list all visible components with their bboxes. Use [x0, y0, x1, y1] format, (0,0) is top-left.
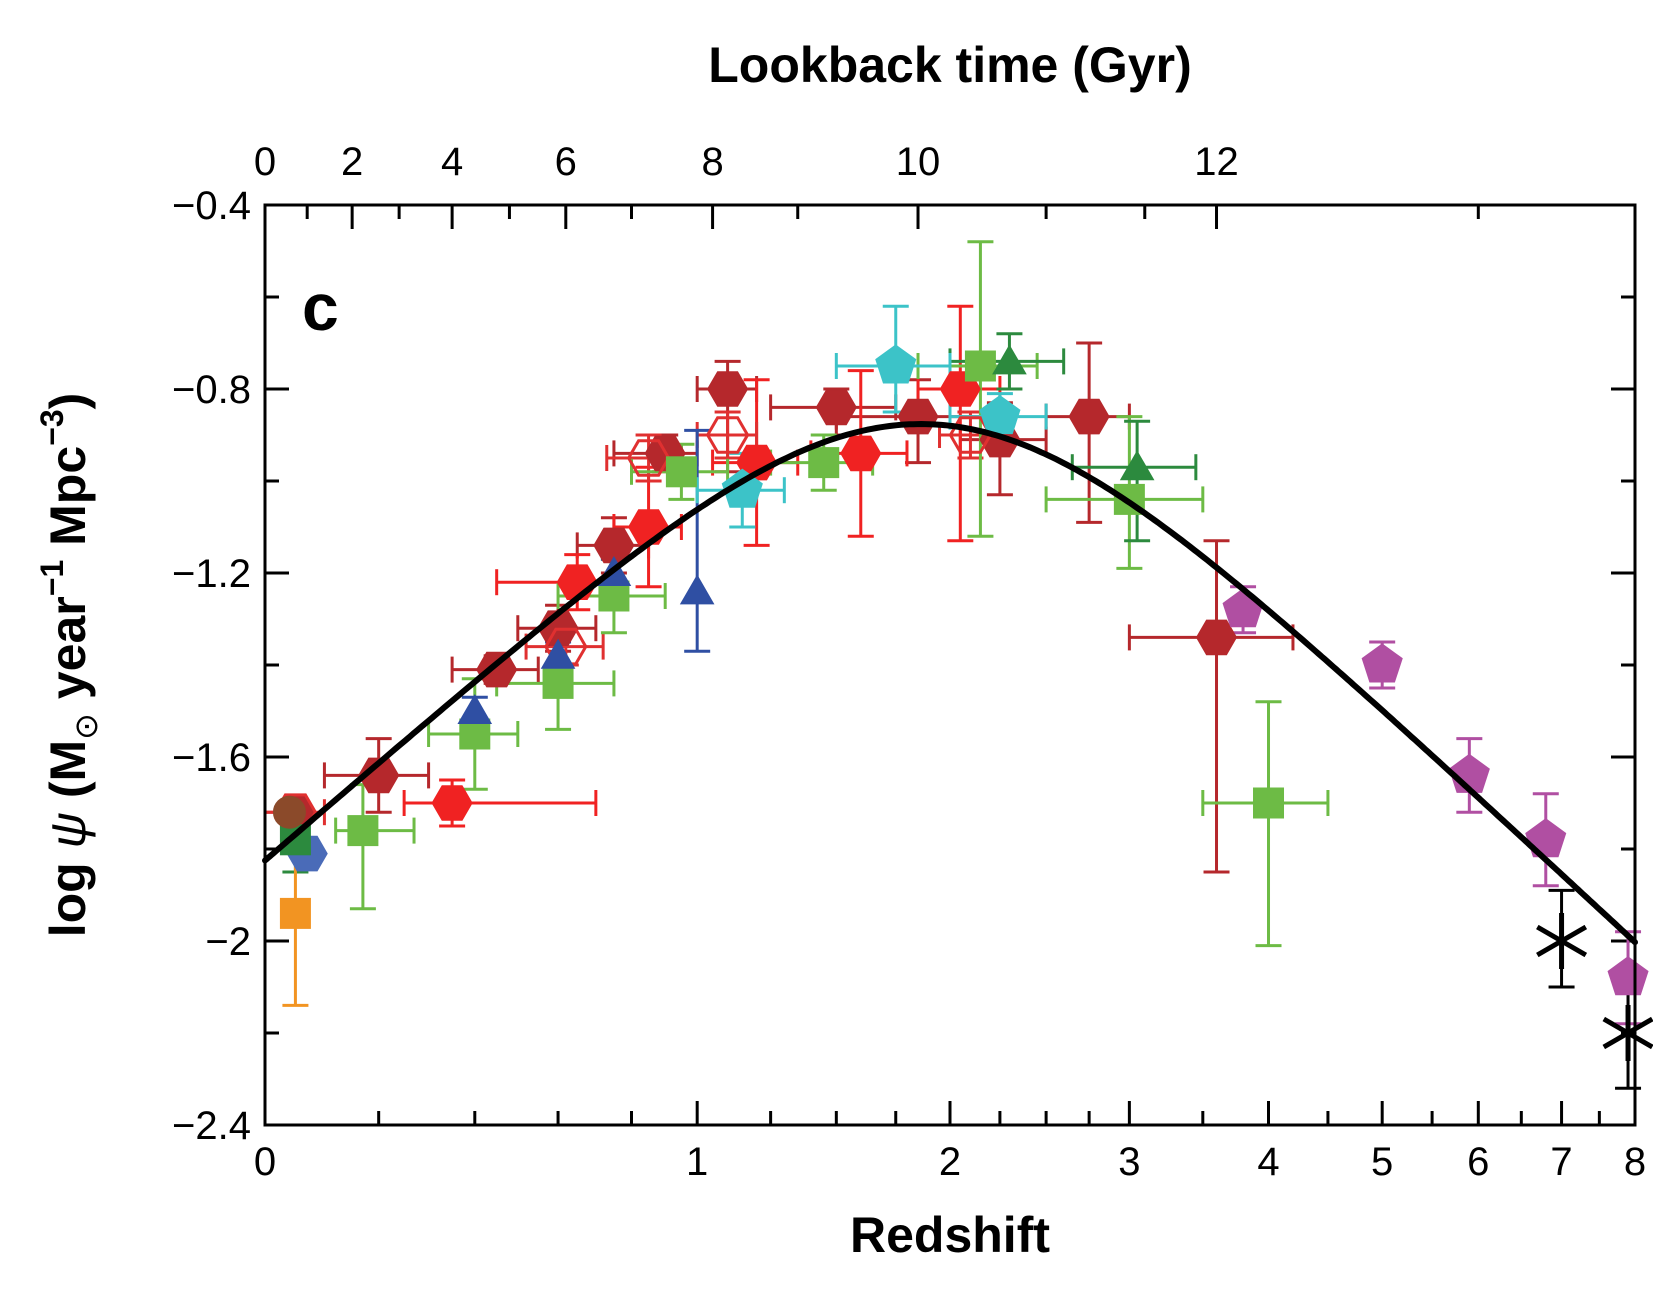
hexagon-marker [1068, 398, 1110, 435]
square-marker [665, 456, 697, 488]
y-title-psi: ψ [40, 812, 96, 848]
square-marker [542, 667, 574, 699]
hexagon-marker [431, 785, 473, 821]
top-tick-label: 12 [1194, 140, 1239, 184]
fit-curve [262, 420, 1638, 946]
star-arm [1536, 924, 1588, 958]
square-marker [1253, 787, 1285, 819]
star-arm [1602, 1016, 1653, 1050]
triangle-marker [992, 344, 1027, 375]
y-title-year: year [40, 596, 96, 713]
square-marker [347, 815, 379, 847]
hexagon-marker [544, 627, 588, 666]
y-title-close: ) [40, 393, 96, 410]
x-tick-label: 7 [1550, 1140, 1572, 1184]
y-tick-label: −2 [205, 920, 251, 964]
y-title-sun-symbol: ⊙ [68, 713, 104, 740]
x-tick-label: 4 [1257, 1140, 1279, 1184]
y-tick-label: −1.6 [172, 736, 251, 780]
top-axis-title: Lookback time (Gyr) [708, 37, 1191, 93]
star-marker [1602, 1005, 1653, 1061]
tick-layer: 0 1 2 3 4 5 6 7 80 2 4 6 8 10 12−0.4−0.8−1.2−1.6−2−2.4 [172, 140, 1646, 1184]
x-axis-title: Redshift [850, 1207, 1050, 1263]
pentagon-marker [1361, 643, 1403, 683]
y-axis-title: log ψ (M⊙ year−1 Mpc−3) [34, 393, 104, 938]
pentagon-marker [875, 344, 917, 384]
hexagon-marker [1195, 619, 1238, 656]
x-tick-label: 0 [254, 1140, 276, 1184]
y-title-exp1: −1 [34, 560, 70, 596]
hexagon-marker [840, 435, 882, 472]
top-tick-label: 4 [441, 140, 463, 184]
y-tick-label: −0.4 [172, 184, 251, 228]
square-marker [808, 447, 840, 479]
triangle-marker [1119, 450, 1155, 481]
panel-label: c [302, 270, 339, 344]
y-tick-label: −1.2 [172, 552, 251, 596]
hexagon-marker [705, 416, 750, 454]
data-layer [262, 240, 1653, 1090]
circle-marker [272, 795, 306, 829]
square-marker [279, 897, 311, 929]
x-tick-label: 2 [939, 1140, 961, 1184]
triangle-marker [457, 693, 493, 724]
y-title-log: log [40, 848, 96, 937]
x-tick-label: 8 [1624, 1140, 1646, 1184]
hexagon-marker [948, 416, 993, 454]
y-title-msun: (M [40, 740, 96, 812]
top-tick-label: 0 [254, 140, 276, 184]
top-tick-label: 2 [341, 140, 363, 184]
square-marker [964, 350, 996, 382]
hexagon-marker [707, 371, 749, 407]
top-tick-label: 10 [896, 140, 941, 184]
x-tick-label: 6 [1467, 1140, 1489, 1184]
pentagon-marker [1607, 956, 1649, 996]
top-tick-label: 8 [701, 140, 723, 184]
x-tick-label: 5 [1371, 1140, 1393, 1184]
triangle-marker [540, 638, 576, 669]
hexagon-marker [815, 389, 857, 426]
star-marker [1536, 913, 1588, 969]
x-tick-label: 3 [1118, 1140, 1140, 1184]
y-title-exp3: −3 [34, 409, 70, 445]
top-tick-label: 6 [555, 140, 577, 184]
y-tick-label: −0.8 [172, 368, 251, 412]
y-tick-label: −2.4 [172, 1104, 251, 1148]
triangle-marker [679, 574, 715, 605]
plot-frame [263, 203, 1637, 1127]
x-tick-label: 1 [686, 1140, 708, 1184]
y-title-mpc: Mpc [40, 446, 96, 560]
hexagon-marker [626, 439, 671, 477]
